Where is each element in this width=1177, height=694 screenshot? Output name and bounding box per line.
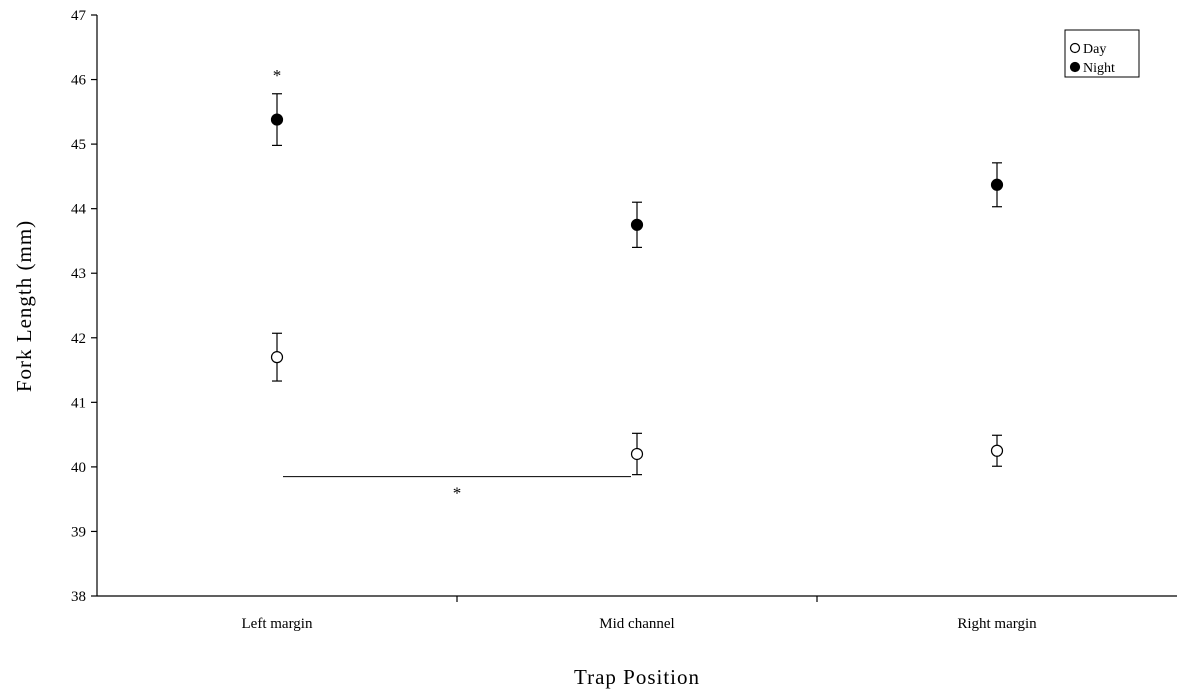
- y-tick-label: 45: [71, 137, 86, 153]
- x-ticks: Left margin Mid channel Right margin: [242, 596, 1037, 632]
- significance-bracket-asterisk: *: [453, 484, 462, 503]
- y-tick-label: 47: [71, 8, 87, 24]
- point-night: [270, 113, 284, 126]
- axes: [96, 15, 1177, 597]
- x-axis-title: Trap Position: [574, 665, 700, 689]
- legend: Day Night: [1064, 29, 1140, 78]
- point-day: [990, 444, 1004, 457]
- annotations: **: [273, 66, 631, 503]
- point-day: [270, 351, 284, 364]
- x-tick-label: Left margin: [242, 616, 313, 632]
- y-tick-label: 40: [71, 460, 86, 476]
- y-tick-label: 46: [71, 73, 87, 89]
- y-axis-title: Fork Length (mm): [12, 220, 36, 392]
- y-tick-label: 38: [71, 589, 86, 605]
- y-tick-label: 41: [71, 395, 86, 411]
- legend-marker-day: [1069, 42, 1081, 54]
- y-tick-label: 44: [71, 202, 87, 218]
- legend-label-day: Day: [1083, 42, 1106, 57]
- point-night: [990, 178, 1004, 191]
- point-night: [630, 218, 644, 231]
- y-tick-label: 43: [71, 266, 86, 282]
- y-ticks: 38 39 40 41 42 43 44 45 46 47: [71, 8, 97, 605]
- legend-label-night: Night: [1083, 61, 1115, 76]
- point-day: [630, 447, 644, 461]
- significance-asterisk: *: [273, 66, 282, 85]
- x-tick-label: Mid channel: [599, 616, 674, 632]
- y-tick-label: 39: [71, 524, 86, 540]
- legend-marker-night: [1069, 61, 1081, 73]
- y-tick-label: 42: [71, 331, 86, 347]
- data-marks: [270, 93, 1004, 476]
- x-tick-label: Right margin: [957, 616, 1037, 632]
